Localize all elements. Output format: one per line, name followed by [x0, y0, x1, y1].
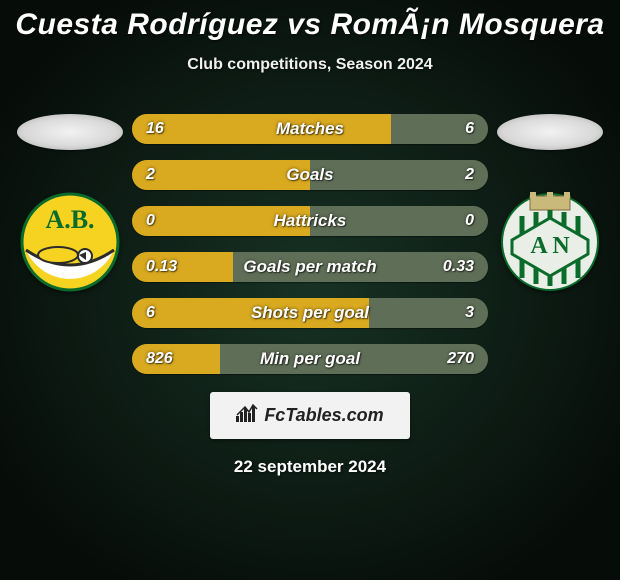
stat-bars: Matches16 6 Goals2 2 Hattricks0 0 Goals per ma…	[130, 114, 490, 374]
stat-row: Min per goal826 270	[132, 344, 488, 374]
right-player-column: A N	[490, 114, 610, 292]
badge-text-right: A N	[530, 233, 570, 259]
stat-value-left: 6	[146, 304, 155, 322]
stat-label: Goals per match	[132, 257, 488, 277]
left-player-column: A.B.	[10, 114, 130, 292]
stat-value-right: 0.33	[443, 258, 474, 276]
stat-value-left: 16	[146, 120, 164, 138]
page-title: Cuesta Rodríguez vs RomÃ¡n Mosquera	[15, 0, 604, 42]
stat-row: Shots per goal6 3	[132, 298, 488, 328]
watermark: FcTables.com	[210, 392, 409, 439]
stat-label: Hattricks	[132, 211, 488, 231]
date-text: 22 september 2024	[234, 457, 386, 477]
middle-row: A.B. Matches16 6 Goals2 2 Hattricks0 0 Goals p…	[0, 114, 620, 374]
club-badge-right: A N	[500, 192, 600, 292]
stat-value-right: 6	[465, 120, 474, 138]
stat-value-right: 2	[465, 166, 474, 184]
stat-value-right: 0	[465, 212, 474, 230]
stat-label: Shots per goal	[132, 303, 488, 323]
stat-value-left: 0.13	[146, 258, 177, 276]
watermark-text: FcTables.com	[264, 405, 383, 426]
badge-text-left: A.B.	[45, 205, 94, 234]
stat-row: Goals per match0.13 0.33	[132, 252, 488, 282]
stat-value-left: 0	[146, 212, 155, 230]
stat-label: Min per goal	[132, 349, 488, 369]
stat-value-right: 270	[447, 350, 474, 368]
player-photo-placeholder-left	[17, 114, 123, 150]
stat-row: Goals2 2	[132, 160, 488, 190]
stat-label: Goals	[132, 165, 488, 185]
club-badge-left: A.B.	[20, 192, 120, 292]
fctables-icon	[236, 404, 258, 427]
stat-row: Hattricks0 0	[132, 206, 488, 236]
stat-label: Matches	[132, 119, 488, 139]
player-photo-placeholder-right	[497, 114, 603, 150]
content: Cuesta Rodríguez vs RomÃ¡n Mosquera Club…	[0, 0, 620, 580]
stat-value-left: 826	[146, 350, 173, 368]
comparison-infographic: Cuesta Rodríguez vs RomÃ¡n Mosquera Club…	[0, 0, 620, 580]
subtitle: Club competitions, Season 2024	[187, 56, 432, 74]
stat-row: Matches16 6	[132, 114, 488, 144]
stat-value-left: 2	[146, 166, 155, 184]
stat-value-right: 3	[465, 304, 474, 322]
